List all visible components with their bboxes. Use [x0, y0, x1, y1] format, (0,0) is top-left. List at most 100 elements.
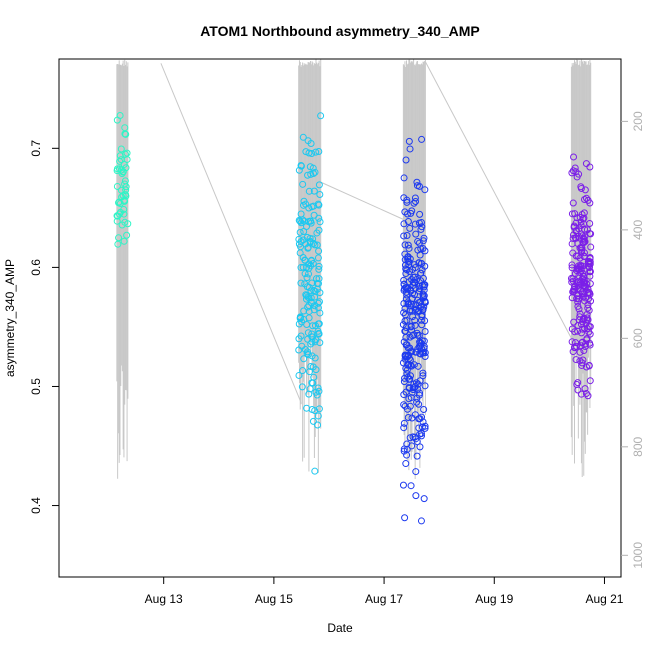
- data-point: [298, 383, 306, 391]
- data-point: [300, 355, 308, 363]
- y2-tick-label: 800: [631, 436, 645, 456]
- data-point: [413, 398, 421, 406]
- data-point: [121, 218, 129, 226]
- y-tick-label: 0.4: [29, 497, 43, 514]
- data-point: [572, 219, 580, 227]
- data-point: [118, 170, 126, 178]
- data-point: [295, 346, 303, 354]
- x-axis-label: Date: [327, 621, 353, 635]
- depth-trace-segment: [424, 61, 572, 339]
- data-point: [405, 244, 413, 252]
- data-point: [407, 482, 415, 490]
- data-point: [401, 208, 409, 216]
- data-point: [420, 292, 428, 300]
- data-point: [411, 264, 419, 272]
- data-point: [295, 335, 303, 343]
- data-point: [581, 186, 589, 194]
- data-point: [400, 280, 408, 288]
- data-point: [568, 169, 576, 177]
- data-point: [304, 329, 312, 337]
- x-tick-label: Aug 19: [475, 592, 513, 606]
- data-point: [314, 327, 322, 335]
- chart-title: ATOM1 Northbound asymmetry_340_AMP: [200, 23, 480, 39]
- data-point: [416, 389, 424, 397]
- data-point: [300, 197, 308, 205]
- data-point: [117, 145, 125, 153]
- data-point: [307, 262, 315, 270]
- data-point: [577, 184, 585, 192]
- data-point: [400, 309, 408, 317]
- data-point: [572, 339, 580, 347]
- data-point: [296, 314, 304, 322]
- data-point: [404, 413, 412, 421]
- data-point: [299, 133, 307, 141]
- data-point: [577, 329, 585, 337]
- data-point: [400, 401, 408, 409]
- data-point: [586, 229, 594, 237]
- data-point: [568, 240, 576, 248]
- data-point: [411, 411, 419, 419]
- data-point: [313, 229, 321, 237]
- data-point: [308, 330, 316, 338]
- data-point: [307, 257, 315, 265]
- data-point: [413, 178, 421, 186]
- data-point: [417, 298, 425, 306]
- data-point: [585, 306, 593, 314]
- data-point: [296, 228, 304, 236]
- data-point: [579, 325, 587, 333]
- data-point: [582, 194, 590, 202]
- data-point: [417, 517, 425, 525]
- data-point: [303, 283, 311, 291]
- data-point: [568, 294, 576, 302]
- data-point: [412, 230, 420, 238]
- data-point: [404, 352, 412, 360]
- y2-tick-label: 400: [631, 220, 645, 240]
- data-point: [114, 212, 122, 220]
- data-point: [583, 336, 591, 344]
- data-point: [420, 495, 428, 503]
- data-point: [415, 219, 423, 227]
- data-point: [315, 214, 323, 222]
- data-point: [420, 344, 428, 352]
- data-point: [414, 331, 422, 339]
- depth-trace-segment: [160, 63, 302, 404]
- data-point: [113, 217, 121, 225]
- data-point: [300, 316, 308, 324]
- depth-trace-segment: [320, 181, 407, 222]
- data-point: [315, 148, 323, 156]
- data-point: [582, 390, 590, 398]
- data-point: [113, 116, 121, 124]
- data-point: [411, 291, 418, 299]
- data-point: [402, 270, 410, 278]
- y-axis-label: asymmetry_340_AMP: [3, 259, 17, 377]
- x-tick-label: Aug 13: [145, 592, 183, 606]
- data-point: [403, 232, 411, 240]
- data-point: [581, 225, 589, 233]
- data-point: [315, 262, 323, 270]
- data-point: [580, 278, 588, 286]
- data-point: [402, 460, 410, 468]
- data-point: [417, 225, 425, 233]
- data-point: [296, 249, 304, 257]
- data-point: [401, 374, 409, 382]
- data-point: [304, 243, 312, 251]
- data-point: [306, 368, 314, 376]
- data-point: [418, 337, 426, 345]
- data-point: [416, 430, 424, 438]
- data-point: [400, 391, 408, 399]
- data-point: [409, 289, 417, 297]
- data-point: [572, 356, 580, 364]
- data-point: [411, 316, 419, 324]
- y2-axis: 200 400 600 800 1000: [621, 111, 645, 569]
- data-point: [579, 290, 587, 298]
- data-point: [584, 285, 592, 293]
- data-point: [413, 452, 421, 460]
- data-point: [568, 338, 576, 346]
- data-point: [582, 340, 590, 348]
- data-point: [412, 305, 420, 313]
- data-point: [406, 333, 414, 341]
- data-point: [585, 362, 593, 370]
- data-point: [310, 239, 318, 247]
